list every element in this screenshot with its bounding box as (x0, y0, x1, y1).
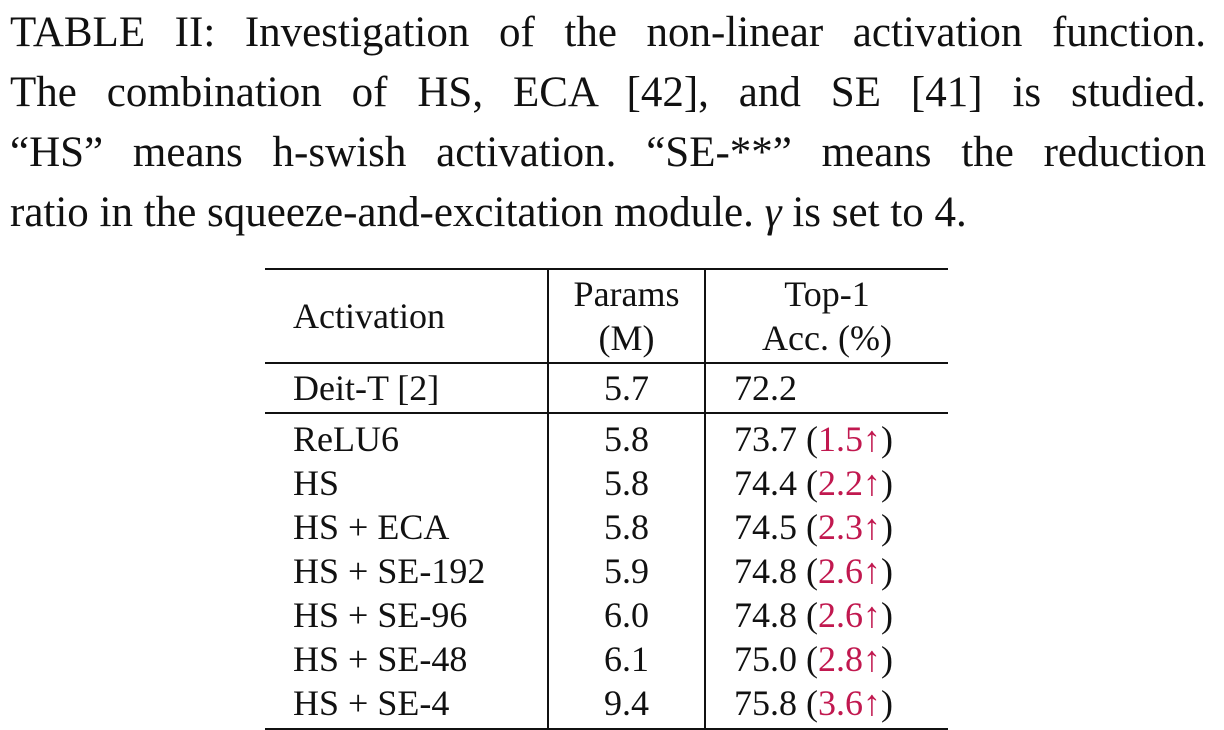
row-params: 6.1 (548, 637, 707, 681)
row-params: 5.8 (548, 413, 707, 461)
row-activation: HS + SE-96 (265, 593, 550, 637)
row-gain: 1.5↑ (818, 419, 882, 459)
header-row: Activation Params (M) Top-1 Acc. (%) (265, 268, 948, 363)
row-gain: 3.6↑ (818, 683, 882, 723)
caption-line-2: The combination of HS, ECA [42], and SE … (10, 69, 1206, 116)
row-acc: 73.7 (734, 419, 798, 459)
header-accuracy: Top-1 Acc. (%) (705, 268, 948, 363)
row-activation: HS + SE-48 (265, 637, 550, 681)
row-gain: 2.6↑ (818, 595, 882, 635)
row-acc-cell: 75.8 (3.6↑) (705, 681, 948, 730)
baseline-params: 5.7 (548, 363, 707, 413)
row-params: 6.0 (548, 593, 707, 637)
baseline-group: Deit-T [2] 5.7 72.2 (265, 363, 948, 413)
row-acc-cell: 74.8 (2.6↑) (734, 595, 894, 635)
row-acc-cell: 73.7 (1.5↑) (734, 419, 894, 459)
caption-line-1: TABLE II: Investigation of the non-linea… (10, 9, 1206, 56)
row-activation: HS + SE-192 (265, 549, 550, 593)
row-activation: HS + SE-4 (265, 681, 550, 730)
row-acc-cell: 75.0 (2.8↑) (734, 639, 894, 679)
caption-line-3: “HS” means h-swish activation. “SE-**” m… (10, 129, 1206, 176)
row-acc: 74.8 (734, 551, 798, 591)
header-params-line1: Params (573, 274, 680, 314)
table-row: HS 5.8 74.4 (2.2↑) (265, 461, 948, 505)
table-row: HS + ECA 5.8 74.5 (2.3↑) (265, 505, 948, 549)
table-row: HS + SE-4 9.4 75.8 (3.6↑) (265, 681, 948, 730)
caption-line-4-text: ratio in the squeeze-and-excitation modu… (10, 189, 754, 236)
baseline-acc: 72.2 (734, 368, 798, 408)
row-gain: 2.2↑ (818, 463, 882, 503)
row-acc-cell: 74.8 (2.6↑) (734, 551, 894, 591)
row-activation: HS (265, 461, 550, 505)
row-acc-cell: 74.4 (2.2↑) (734, 463, 894, 503)
variant-rows: ReLU6 5.8 73.7 (1.5↑) HS 5.8 74.4 (2.2↑)… (265, 413, 948, 730)
row-params: 5.9 (548, 549, 707, 593)
table-row: HS + SE-96 6.0 74.8 (2.6↑) (265, 593, 948, 637)
gamma-symbol: γ (764, 189, 782, 236)
table-row: HS + SE-192 5.9 74.8 (2.6↑) (265, 549, 948, 593)
caption-line-4-tail: is set to 4. (792, 189, 967, 236)
row-params: 9.4 (548, 681, 707, 730)
header-activation: Activation (265, 268, 550, 363)
row-gain: 2.8↑ (818, 639, 882, 679)
row-gain: 2.6↑ (818, 551, 882, 591)
table-row: HS + SE-48 6.1 75.0 (2.8↑) (265, 637, 948, 681)
row-acc: 75.8 (734, 683, 798, 723)
table-row: ReLU6 5.8 73.7 (1.5↑) (265, 413, 948, 461)
results-table: Activation Params (M) Top-1 Acc. (%) Dei… (265, 268, 948, 730)
caption-line-4: ratio in the squeeze-and-excitation modu… (10, 183, 1206, 243)
row-acc: 75.0 (734, 639, 798, 679)
row-acc: 74.5 (734, 507, 798, 547)
row-acc: 74.8 (734, 595, 798, 635)
header-acc-line2: Acc. (%) (762, 318, 892, 358)
row-activation: ReLU6 (265, 413, 550, 461)
row-gain: 2.3↑ (818, 507, 882, 547)
table-caption: TABLE II: Investigation of the non-linea… (10, 3, 1206, 243)
row-acc-cell: 74.5 (2.3↑) (734, 507, 894, 547)
row-acc: 74.4 (734, 463, 798, 503)
table-header: Activation Params (M) Top-1 Acc. (%) (265, 268, 948, 363)
baseline-activation: Deit-T [2] (265, 363, 550, 413)
header-acc-line1: Top-1 (784, 274, 870, 314)
header-params-line2: (M) (598, 318, 655, 358)
baseline-row: Deit-T [2] 5.7 72.2 (265, 363, 948, 413)
row-activation: HS + ECA (265, 505, 550, 549)
row-params: 5.8 (548, 505, 707, 549)
header-params: Params (M) (548, 268, 707, 363)
row-params: 5.8 (548, 461, 707, 505)
